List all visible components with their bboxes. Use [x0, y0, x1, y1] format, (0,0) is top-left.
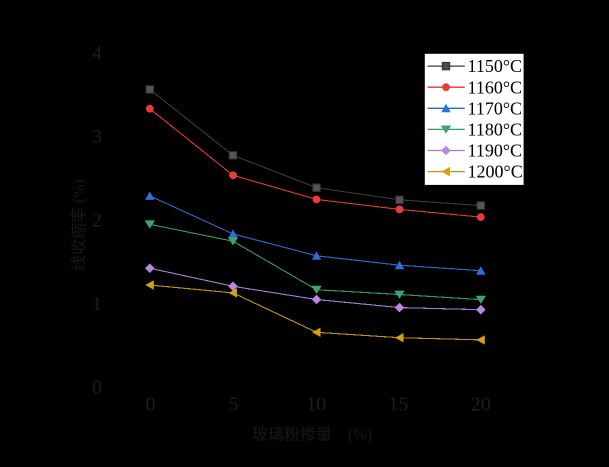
svg-text:线收缩率 (%): 线收缩率 (%): [70, 179, 88, 271]
svg-text:1: 1: [92, 293, 102, 315]
svg-text:1170°C: 1170°C: [468, 98, 523, 118]
svg-text:1150°C: 1150°C: [468, 56, 523, 76]
svg-text:1180°C: 1180°C: [468, 120, 523, 140]
svg-text:5: 5: [228, 394, 238, 416]
svg-text:2: 2: [92, 210, 102, 232]
svg-text:0: 0: [92, 377, 102, 399]
svg-text:4: 4: [92, 43, 102, 65]
svg-text:玻璃粉掺量 (%): 玻璃粉掺量 (%): [252, 426, 372, 444]
svg-text:1190°C: 1190°C: [468, 141, 523, 161]
svg-text:1200°C: 1200°C: [468, 162, 523, 182]
svg-text:0: 0: [146, 394, 156, 416]
svg-text:20: 20: [471, 394, 491, 416]
svg-text:15: 15: [388, 394, 408, 416]
svg-text:1160°C: 1160°C: [468, 77, 523, 97]
svg-text:3: 3: [92, 126, 102, 148]
svg-text:10: 10: [306, 394, 326, 416]
